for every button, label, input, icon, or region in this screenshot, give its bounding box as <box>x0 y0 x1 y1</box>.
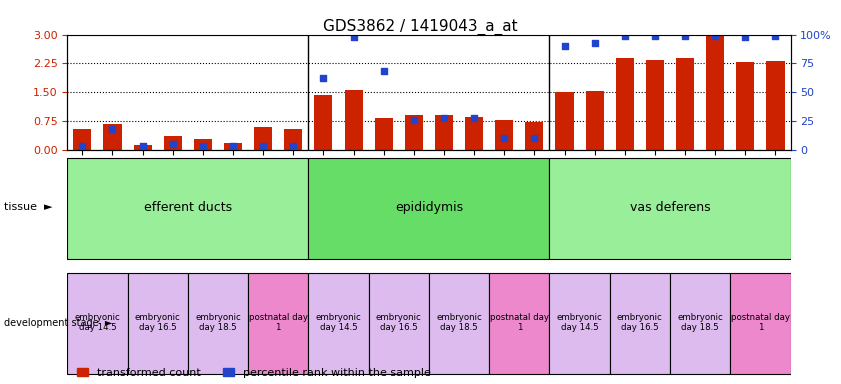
FancyBboxPatch shape <box>188 273 248 374</box>
FancyBboxPatch shape <box>670 273 730 374</box>
FancyBboxPatch shape <box>67 158 309 259</box>
FancyBboxPatch shape <box>67 273 128 374</box>
Text: embryonic
day 14.5: embryonic day 14.5 <box>557 313 602 332</box>
Point <box>498 135 511 141</box>
FancyBboxPatch shape <box>610 273 670 374</box>
Bar <box>706 36 724 150</box>
Point <box>196 143 209 149</box>
Bar <box>526 122 543 150</box>
Point <box>527 135 541 141</box>
FancyBboxPatch shape <box>730 273 791 374</box>
Point <box>708 33 722 39</box>
Bar <box>73 129 92 150</box>
Point <box>377 68 390 74</box>
Bar <box>164 136 182 150</box>
FancyBboxPatch shape <box>549 273 610 374</box>
Text: efferent ducts: efferent ducts <box>144 201 232 214</box>
Text: postnatal day
1: postnatal day 1 <box>489 313 549 332</box>
Point <box>166 141 179 147</box>
FancyBboxPatch shape <box>309 273 368 374</box>
Text: embryonic
day 18.5: embryonic day 18.5 <box>436 313 482 332</box>
Bar <box>405 115 423 150</box>
Bar <box>134 145 151 150</box>
Bar <box>193 139 212 150</box>
FancyBboxPatch shape <box>368 273 429 374</box>
Bar <box>435 115 453 150</box>
Bar <box>676 58 694 150</box>
Text: embryonic
day 14.5: embryonic day 14.5 <box>75 313 120 332</box>
Point <box>76 143 89 149</box>
Bar <box>616 58 634 150</box>
Text: embryonic
day 16.5: embryonic day 16.5 <box>376 313 421 332</box>
Point <box>407 117 420 123</box>
Point <box>106 126 119 132</box>
FancyBboxPatch shape <box>248 273 309 374</box>
Point <box>136 143 150 149</box>
Point <box>346 34 360 40</box>
Bar <box>103 124 121 150</box>
FancyBboxPatch shape <box>489 273 549 374</box>
Bar <box>345 90 362 150</box>
Text: postnatal day
1: postnatal day 1 <box>249 313 308 332</box>
Point <box>769 33 782 39</box>
Point <box>618 33 632 39</box>
Point <box>257 143 270 149</box>
Point <box>679 33 692 39</box>
Bar <box>465 117 483 150</box>
Point <box>738 34 752 40</box>
FancyBboxPatch shape <box>549 158 791 259</box>
Text: development stage  ►: development stage ► <box>4 318 113 328</box>
Bar <box>736 62 754 150</box>
Text: embryonic
day 16.5: embryonic day 16.5 <box>617 313 663 332</box>
Text: embryonic
day 14.5: embryonic day 14.5 <box>315 313 362 332</box>
Bar <box>646 60 664 150</box>
Point <box>468 114 481 121</box>
Text: epididymis: epididymis <box>394 201 463 214</box>
Bar <box>254 127 272 150</box>
Bar <box>284 129 302 150</box>
Text: embryonic
day 16.5: embryonic day 16.5 <box>135 313 181 332</box>
Point <box>558 43 571 49</box>
FancyBboxPatch shape <box>309 158 549 259</box>
Bar <box>224 143 242 150</box>
Bar <box>766 61 785 150</box>
Bar <box>315 95 332 150</box>
Point <box>287 143 300 149</box>
Bar <box>585 91 604 150</box>
Point <box>648 33 662 39</box>
Text: postnatal day
1: postnatal day 1 <box>731 313 790 332</box>
Text: vas deferens: vas deferens <box>630 201 711 214</box>
Bar <box>555 92 574 150</box>
Point <box>588 40 601 46</box>
Bar <box>495 120 513 150</box>
Bar <box>374 118 393 150</box>
Legend: transformed count, percentile rank within the sample: transformed count, percentile rank withi… <box>73 363 436 382</box>
Point <box>437 114 451 121</box>
Text: embryonic
day 18.5: embryonic day 18.5 <box>195 313 241 332</box>
Text: embryonic
day 18.5: embryonic day 18.5 <box>677 313 723 332</box>
FancyBboxPatch shape <box>429 273 489 374</box>
Text: tissue  ►: tissue ► <box>4 202 53 212</box>
Text: GDS3862 / 1419043_a_at: GDS3862 / 1419043_a_at <box>323 19 518 35</box>
Point <box>226 143 240 149</box>
Point <box>317 75 331 81</box>
FancyBboxPatch shape <box>128 273 188 374</box>
